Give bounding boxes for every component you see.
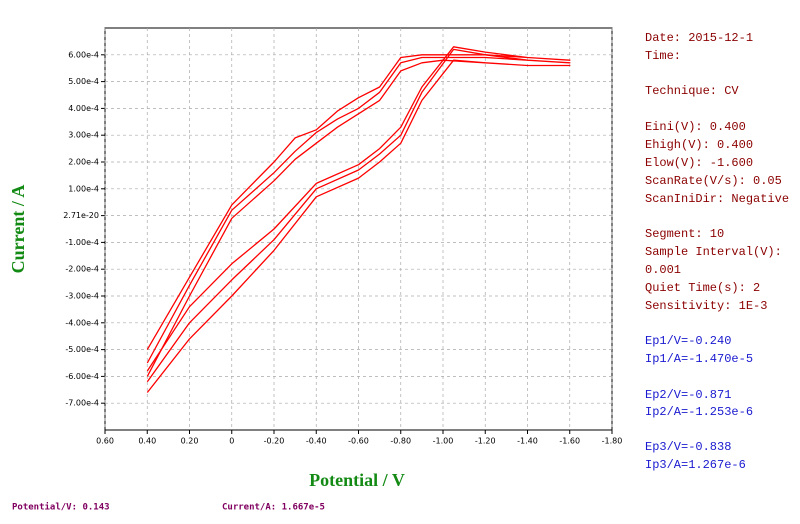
y-tick-label: -6.00e-4 [65, 372, 99, 381]
peak-info: Ip3/A=1.267e-6 [645, 458, 746, 472]
peak-info: Ep3/V=-0.838 [645, 440, 731, 454]
info-line: Segment: 10 [645, 227, 724, 241]
y-tick-label: -4.00e-4 [65, 318, 99, 327]
peak-info: Ip2/A=-1.253e-6 [645, 405, 753, 419]
y-tick-label: 2.71e-20 [63, 211, 99, 220]
info-line: Ehigh(V): 0.400 [645, 138, 753, 152]
y-tick-label: 4.00e-4 [68, 104, 99, 113]
info-line: Quiet Time(s): 2 [645, 281, 760, 295]
y-axis-label: Current / A [8, 185, 28, 274]
info-line: ScanRate(V/s): 0.05 [645, 174, 782, 188]
status-current: Current/A: 1.667e-5 [222, 503, 325, 513]
y-tick-label: -2.00e-4 [65, 265, 99, 274]
y-tick-label: 3.00e-4 [68, 131, 99, 140]
info-line: Date: 2015-12-1 [645, 31, 753, 45]
info-line: Sensitivity: 1E-3 [645, 299, 767, 313]
x-tick-label: 0.40 [138, 437, 156, 446]
y-tick-label: -7.00e-4 [65, 399, 99, 408]
y-tick-label: -5.00e-4 [65, 345, 99, 354]
info-line: ScanIniDir: Negative [645, 192, 789, 206]
info-line: Sample Interval(V): [645, 245, 782, 259]
y-tick-label: 5.00e-4 [68, 77, 99, 86]
x-tick-label: -1.00 [433, 437, 454, 446]
peak-info: Ip1/A=-1.470e-5 [645, 352, 753, 366]
x-tick-label: 0.60 [96, 437, 114, 446]
x-tick-label: -0.20 [264, 437, 285, 446]
x-tick-label: -0.60 [348, 437, 369, 446]
y-tick-label: 6.00e-4 [68, 50, 99, 59]
x-tick-label: -1.40 [517, 437, 538, 446]
x-tick-label: 0.20 [181, 437, 199, 446]
x-tick-label: -0.40 [306, 437, 327, 446]
cv-curve [146, 48, 571, 383]
cv-curve [146, 46, 571, 372]
y-tick-label: -3.00e-4 [65, 292, 99, 301]
y-tick-label: 1.00e-4 [68, 184, 99, 193]
info-line: Time: [645, 49, 681, 63]
x-tick-label: -1.20 [475, 437, 496, 446]
info-line: 0.001 [645, 263, 681, 277]
peak-info: Ep2/V=-0.871 [645, 388, 731, 402]
x-tick-label: -1.60 [559, 437, 580, 446]
x-tick-label: -1.80 [602, 437, 623, 446]
x-tick-label: -0.80 [390, 437, 411, 446]
status-potential: Potential/V: 0.143 [12, 502, 110, 513]
y-tick-label: -1.00e-4 [65, 238, 99, 247]
info-line: Eini(V): 0.400 [645, 120, 746, 134]
x-tick-label: 0 [229, 437, 234, 446]
y-tick-label: 2.00e-4 [68, 158, 99, 167]
peak-info: Ep1/V=-0.240 [645, 334, 731, 348]
x-axis-label: Potential / V [309, 470, 405, 490]
cv-curve [146, 59, 571, 393]
info-line: Elow(V): -1.600 [645, 156, 753, 170]
info-line: Technique: CV [645, 84, 739, 98]
